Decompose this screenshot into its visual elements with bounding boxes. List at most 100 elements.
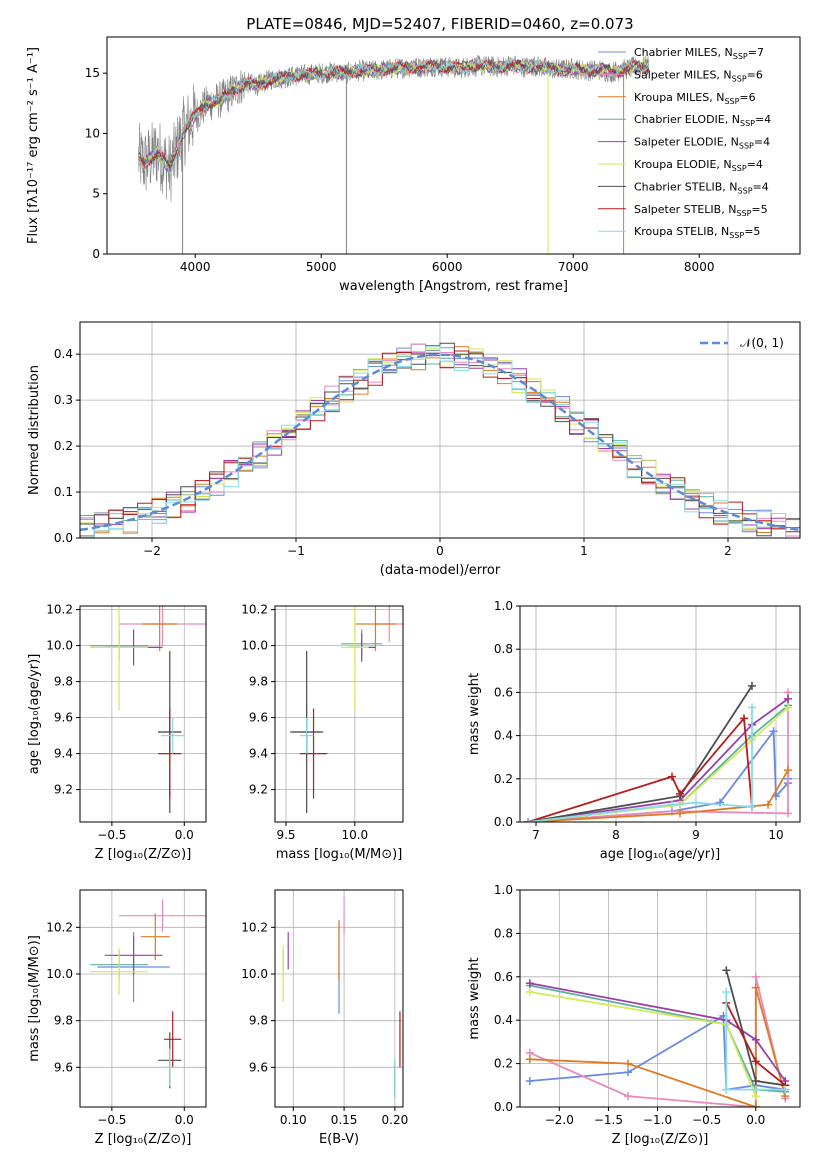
x-tick-label: −2.0 bbox=[545, 1113, 574, 1127]
axes-frame bbox=[519, 605, 801, 823]
series-kroupa_stelib-marker bbox=[748, 802, 756, 811]
series-chabrier_elodie-line bbox=[529, 984, 786, 1093]
x-tick-label: 8000 bbox=[684, 260, 715, 274]
x-tick-label: −0.5 bbox=[97, 828, 126, 842]
y-tick-label: 1.0 bbox=[494, 599, 513, 613]
panel-spectrum: 4000 5000 6000 7000 8000 0 5 10 15 wavelength [An… bbox=[26, 36, 801, 294]
x-tick-label: 2 bbox=[724, 544, 732, 558]
series-kroupa_miles-marker bbox=[624, 1059, 633, 1068]
y-tick-label: 10.0 bbox=[46, 967, 73, 981]
y-tick-label: 0.4 bbox=[54, 347, 73, 361]
axes-frame bbox=[519, 889, 801, 1108]
model-chabrier_stelib-line bbox=[138, 58, 650, 169]
legend-label-salpeter_elodie: Salpeter ELODIE, NSSP=4 bbox=[634, 136, 770, 151]
series-kroupa_stelib-line bbox=[725, 992, 786, 1091]
errorbar-point-kroupa_stelib bbox=[161, 1048, 179, 1086]
series-chabrier_miles-marker bbox=[525, 1076, 534, 1085]
series-chabrier_miles-marker bbox=[769, 727, 778, 736]
y-tick-label: 15 bbox=[85, 66, 100, 80]
y-tick-label: 0 bbox=[92, 247, 100, 261]
series-kroupa_stelib-marker bbox=[751, 1085, 760, 1094]
x-tick-label: −1.0 bbox=[643, 1113, 672, 1127]
x-tick-label: 7000 bbox=[558, 260, 589, 274]
series-chabrier_stelib-marker bbox=[751, 1076, 760, 1085]
plot-area bbox=[290, 606, 403, 813]
series-salpeter_elodie-marker bbox=[784, 694, 792, 703]
x-tick-label: 1 bbox=[580, 544, 588, 558]
x-axis-label: Z [log₁₀(Z/Z⊙)] bbox=[95, 847, 192, 862]
errorbar-point-kroupa_elodie bbox=[90, 948, 149, 995]
series-chabrier_stelib-marker bbox=[722, 966, 731, 975]
x-axis-label: Z [log₁₀(Z/Z⊙)] bbox=[612, 1132, 709, 1147]
series-salpeter_miles-line bbox=[527, 692, 789, 822]
legend-label-chabrier_stelib: Chabrier STELIB, NSSP=4 bbox=[634, 180, 769, 195]
y-tick-label: 0.8 bbox=[494, 642, 513, 656]
x-axis-label: Z [log₁₀(Z/Z⊙)] bbox=[95, 1132, 192, 1147]
series-kroupa_stelib-marker bbox=[668, 800, 676, 809]
plot-area bbox=[90, 899, 206, 1089]
x-tick-label: −0.5 bbox=[97, 1113, 126, 1127]
y-tick-label: 0.0 bbox=[494, 1100, 513, 1114]
axes-frame bbox=[79, 889, 207, 1108]
y-tick-label: 0.4 bbox=[494, 729, 513, 743]
y-axis-label: mass [log₁₀(M/M⊙)] bbox=[27, 935, 42, 1062]
panel-age-vs-mass: 9.5 10.0 9.2 9.4 9.6 9.8 10.0 10.2 mass [log₁₀(M… bbox=[241, 603, 404, 862]
series-salpeter_miles-marker bbox=[751, 972, 760, 981]
y-tick-label: 10.0 bbox=[46, 639, 73, 653]
model-chabrier_elodie-line bbox=[138, 58, 650, 176]
axes-frame bbox=[274, 605, 404, 823]
y-tick-label: 0.6 bbox=[494, 685, 513, 699]
errorbar-point-kroupa_miles bbox=[140, 913, 170, 960]
panel-weight-vs-age: 7 8 9 10 0.0 0.2 0.4 0.6 0.8 1.0 age [log₁₀(age/yr… bbox=[467, 599, 801, 862]
x-tick-label: 0.10 bbox=[280, 1113, 307, 1127]
errorbar-point-salpeter_stelib bbox=[164, 1011, 182, 1068]
series-salpeter_stelib-marker bbox=[676, 789, 684, 798]
hist-kroupa_stelib bbox=[80, 345, 800, 538]
y-tick-label: 0.2 bbox=[494, 772, 513, 786]
x-tick-label: 10 bbox=[768, 828, 783, 842]
plot-area bbox=[90, 606, 206, 813]
errorbar-point-salpeter_stelib bbox=[158, 708, 182, 799]
y-tick-label: 5 bbox=[92, 187, 100, 201]
series-kroupa_miles-marker bbox=[751, 1103, 760, 1107]
legend-label-kroupa_miles: Kroupa MILES, NSSP=6 bbox=[634, 91, 756, 106]
legend-label-chabrier_miles: Chabrier MILES, NSSP=7 bbox=[634, 46, 764, 61]
series-salpeter_elodie-line bbox=[527, 698, 789, 822]
panel-mass-vs-Z: −0.5 0.0 9.6 9.8 10.0 10.2 Z [log₁₀(Z/Z⊙)] mass… bbox=[27, 889, 207, 1147]
x-tick-label: 6000 bbox=[432, 260, 463, 274]
y-tick-label: 0.3 bbox=[54, 393, 73, 407]
y-tick-label: 10.2 bbox=[46, 603, 73, 617]
legend-label-salpeter_miles: Salpeter MILES, NSSP=6 bbox=[634, 68, 763, 83]
hist-salpeter_stelib bbox=[80, 350, 800, 538]
y-tick-label: 9.2 bbox=[54, 783, 73, 797]
series-kroupa_miles-marker bbox=[525, 1055, 534, 1064]
panel-mass-vs-ebv: 0.10 0.15 0.20 9.6 9.8 10.0 10.2 E(B-V) bbox=[241, 889, 409, 1147]
series-chabrier_miles-line bbox=[529, 1014, 786, 1091]
x-tick-label: 9 bbox=[692, 828, 700, 842]
series-salpeter_elodie-line bbox=[529, 982, 787, 1082]
errorbar-point-salpeter_miles bbox=[119, 899, 206, 932]
y-axis-label: Flux [fλ10⁻¹⁷ erg cm⁻² s⁻¹ A⁻¹] bbox=[26, 47, 41, 244]
legend-label-chabrier_elodie: Chabrier ELODIE, NSSP=4 bbox=[634, 113, 771, 128]
series-kroupa_miles-line bbox=[527, 769, 789, 822]
plot-area bbox=[138, 55, 650, 254]
series-kroupa_stelib-marker bbox=[748, 703, 756, 712]
x-tick-label: 0.0 bbox=[175, 828, 194, 842]
plot-area bbox=[525, 966, 790, 1107]
series-salpeter_miles-marker bbox=[624, 1092, 633, 1101]
x-tick-label: 0.20 bbox=[382, 1113, 409, 1127]
series-salpeter_miles-marker bbox=[784, 809, 792, 818]
plot-area bbox=[524, 681, 792, 822]
errorbar-point-salpeter_elodie bbox=[104, 936, 163, 974]
y-axis-label: mass weight bbox=[467, 957, 482, 1039]
series-kroupa_stelib-marker bbox=[722, 987, 731, 996]
panel-weight-vs-Z: −2.0 −1.5 −1.0 −0.5 0.0 0.0 0.2 0.4 0.6 0.8 1.0 Z [… bbox=[467, 883, 801, 1147]
plot-area bbox=[282, 897, 401, 1098]
y-tick-label: 10.2 bbox=[241, 603, 268, 617]
y-tick-label: 9.6 bbox=[54, 1060, 73, 1074]
series-kroupa_stelib-marker bbox=[722, 1085, 731, 1094]
x-axis-label: age [log₁₀(age/yr)] bbox=[600, 847, 721, 862]
x-tick-label: −1.5 bbox=[594, 1113, 623, 1127]
x-tick-label: 0.0 bbox=[175, 1113, 194, 1127]
